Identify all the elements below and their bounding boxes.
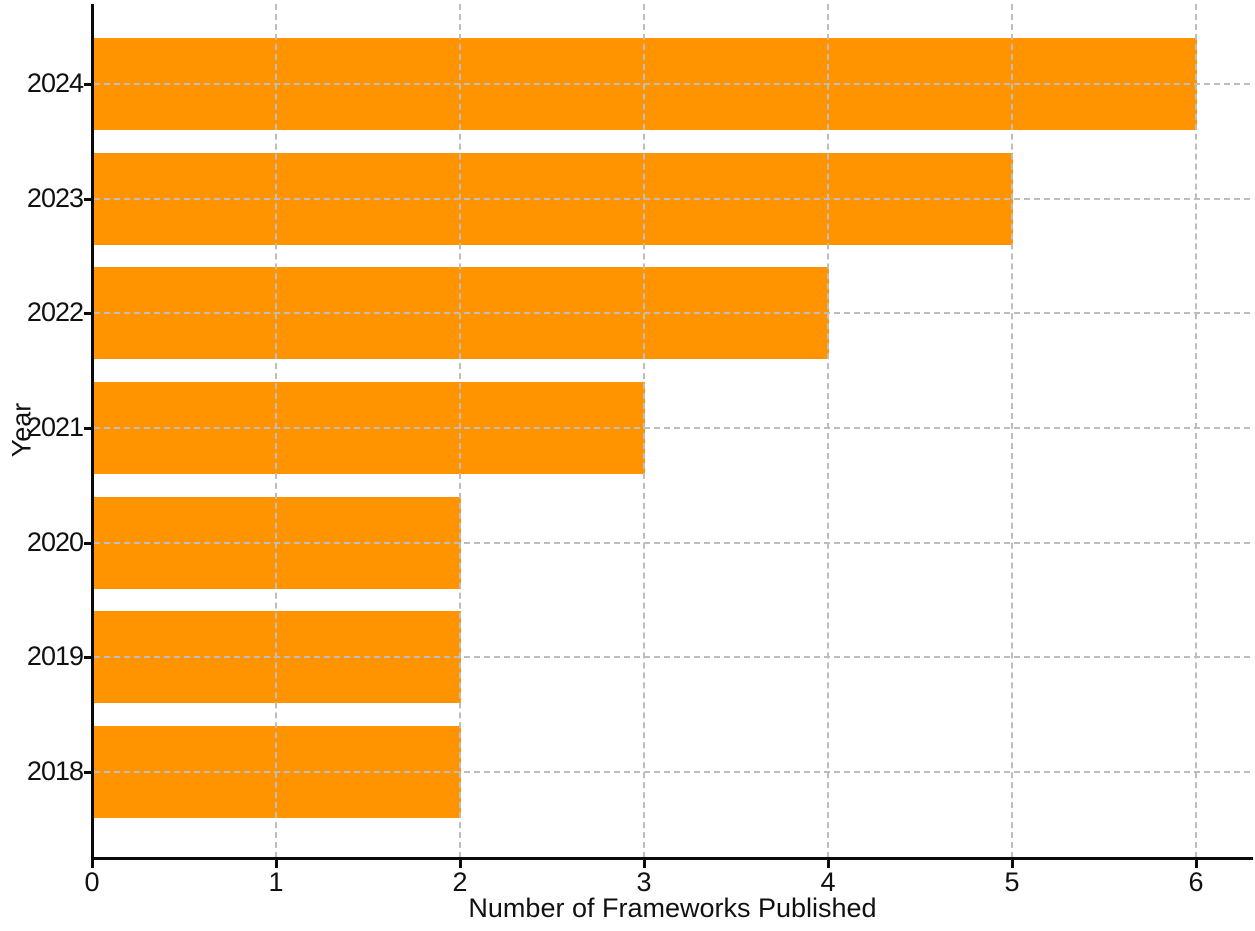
- x-axis-line: [91, 857, 1253, 860]
- x-tick-2: [459, 860, 462, 868]
- plot-area: [93, 4, 1252, 858]
- h-gridline-2020: [94, 541, 1250, 544]
- h-gridline-2023: [94, 197, 1250, 200]
- x-tick-label-3: 3: [636, 867, 652, 897]
- x-tick-label-5: 5: [1004, 867, 1020, 897]
- v-gridline-4: [827, 4, 829, 858]
- y-tick-2018: [84, 771, 92, 775]
- x-tick-label-2: 2: [452, 867, 468, 897]
- y-tick-label-2024: 2024: [26, 68, 84, 98]
- x-tick-label-6: 6: [1188, 867, 1204, 897]
- y-tick-label-2018: 2018: [26, 756, 84, 787]
- x-tick-4: [827, 860, 830, 868]
- y-tick-2023: [84, 197, 92, 201]
- x-tick-3: [643, 860, 646, 868]
- h-gridline-2024: [94, 83, 1250, 85]
- y-tick-label-2019: 2019: [26, 641, 84, 672]
- x-tick-label-4: 4: [820, 867, 836, 897]
- v-gridline-5: [1011, 4, 1013, 858]
- v-gridline-6: [1195, 4, 1197, 858]
- y-tick-2019: [84, 656, 92, 660]
- y-tick-label-2022: 2022: [26, 297, 84, 328]
- y-tick-label-2023: 2023: [26, 182, 84, 213]
- x-tick-label-0: 0: [84, 867, 100, 897]
- y-tick-label-2020: 2020: [26, 526, 84, 557]
- y-tick-2024: [84, 83, 92, 86]
- x-tick-1: [275, 860, 278, 868]
- x-tick-5: [1011, 860, 1014, 868]
- h-gridline-2018: [94, 771, 1250, 774]
- x-tick-0: [91, 860, 94, 868]
- h-gridline-2021: [94, 427, 1250, 429]
- v-gridline-3: [643, 4, 645, 858]
- y-tick-2022: [84, 312, 92, 316]
- x-axis-title: Number of Frameworks Published: [468, 893, 877, 923]
- y-axis-line: [91, 4, 94, 860]
- h-gridline-2019: [94, 656, 1250, 659]
- h-gridline-2022: [94, 312, 1250, 315]
- x-tick-label-1: 1: [268, 867, 284, 897]
- v-gridline-1: [275, 4, 277, 858]
- y-tick-label-2021: 2021: [26, 412, 84, 442]
- y-tick-2021: [84, 427, 92, 430]
- x-tick-6: [1195, 860, 1198, 868]
- y-tick-2020: [84, 541, 92, 545]
- v-gridline-2: [459, 4, 461, 858]
